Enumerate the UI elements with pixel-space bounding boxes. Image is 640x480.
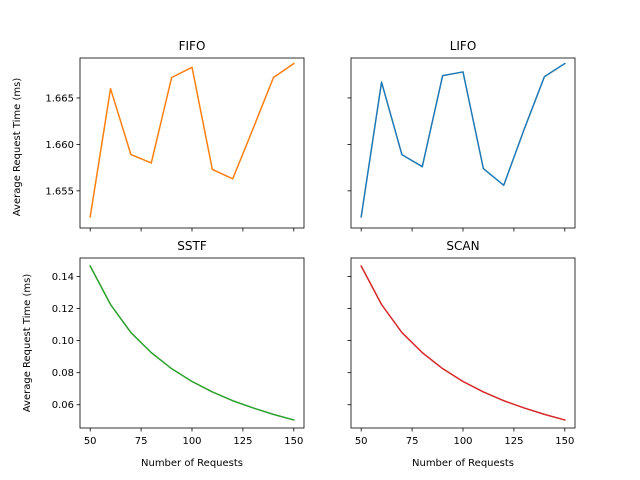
y-tick-label: 0.06 xyxy=(52,400,74,411)
y-tick-label: 1.665 xyxy=(45,93,74,104)
axes-frame xyxy=(79,57,305,229)
x-tick-label: 100 xyxy=(453,436,472,447)
subplot-title: LIFO xyxy=(450,39,477,53)
subplot-title: SCAN xyxy=(446,239,479,253)
subplot-scan: SCAN Number of Requests 50 75 100 125 150 xyxy=(347,239,576,469)
plot-area xyxy=(347,62,566,232)
y-tick-label: 0.12 xyxy=(52,304,74,315)
series-line xyxy=(360,62,566,218)
subplot-sstf: SSTF Average Request Time (ms) Number of… xyxy=(22,239,305,469)
y-axis-label: Average Request Time (ms) xyxy=(12,78,23,217)
axes-frame xyxy=(350,257,576,429)
subplot-title: SSTF xyxy=(177,239,207,253)
x-tick-label: 75 xyxy=(406,436,419,447)
subplot-title: FIFO xyxy=(179,39,206,53)
y-tick-label: 0.10 xyxy=(52,336,74,347)
subplot-fifo: FIFO Average Request Time (ms) 1.655 1.66… xyxy=(12,39,305,232)
y-tick-label: 1.655 xyxy=(45,186,74,197)
x-tick-label: 150 xyxy=(555,436,574,447)
y-tick-label: 0.14 xyxy=(52,272,74,283)
plot-area: 0.06 0.08 0.10 0.12 0.14 50 75 100 125 150 xyxy=(52,265,303,447)
x-tick-label: 100 xyxy=(182,436,201,447)
x-tick-label: 150 xyxy=(284,436,303,447)
plot-area: 1.655 1.660 1.665 xyxy=(45,62,295,232)
series-line xyxy=(89,62,295,218)
series-line xyxy=(360,265,566,421)
plot-area: 50 75 100 125 150 xyxy=(347,265,574,447)
subplot-lifo: LIFO xyxy=(347,39,576,232)
x-tick-label: 125 xyxy=(233,436,252,447)
x-tick-label: 50 xyxy=(355,436,368,447)
x-axis-label: Number of Requests xyxy=(141,458,243,469)
x-axis-label: Number of Requests xyxy=(412,458,514,469)
y-tick-label: 1.660 xyxy=(45,140,74,151)
y-axis-label: Average Request Time (ms) xyxy=(22,274,33,413)
axes-frame xyxy=(350,57,576,229)
series-line xyxy=(89,265,295,421)
x-tick-label: 125 xyxy=(504,436,523,447)
axes-frame xyxy=(79,257,305,429)
y-tick-label: 0.08 xyxy=(52,368,74,379)
x-tick-label: 75 xyxy=(135,436,148,447)
x-tick-label: 50 xyxy=(84,436,97,447)
